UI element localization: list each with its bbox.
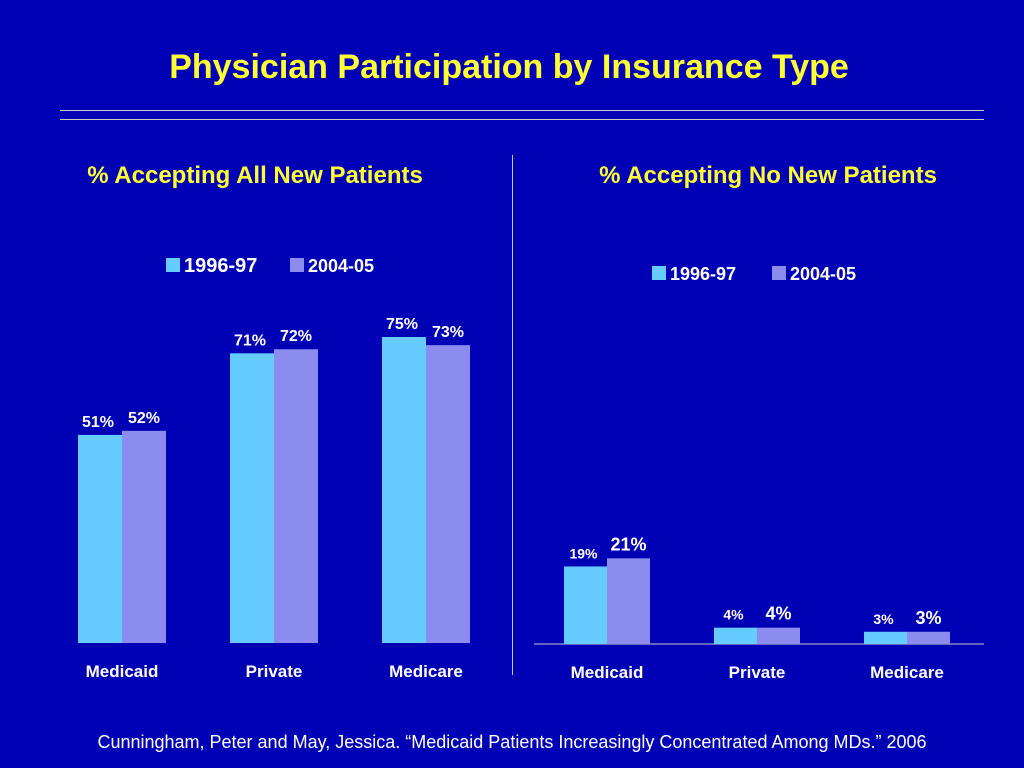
bar-medicaid-1996-97: [564, 566, 607, 644]
bar-private-1996-97: [230, 353, 274, 643]
title-rule-bottom: [60, 119, 984, 120]
category-label: Medicaid: [571, 663, 644, 682]
data-label: 21%: [610, 534, 646, 554]
legend-swatch: [290, 258, 304, 272]
data-label: 52%: [128, 410, 160, 427]
left-chart-title: % Accepting All New Patients: [87, 162, 423, 189]
source-citation: Cunningham, Peter and May, Jessica. “Med…: [97, 732, 927, 752]
bar-medicaid-2004-05: [122, 430, 166, 643]
category-label: Medicare: [870, 663, 944, 682]
legend-swatch: [166, 258, 180, 272]
legend-entry: 2004-05: [790, 264, 856, 284]
chart-panel-0: 51% 52% Medicaid 71% 72% Private 75% 73% Medicar…: [78, 255, 470, 681]
bar-private-2004-05: [274, 349, 318, 643]
bar-medicaid-2004-05: [607, 558, 650, 644]
bar-medicare-1996-97: [864, 631, 907, 644]
legend-swatch: [772, 266, 786, 280]
title-rule-top: [60, 110, 984, 111]
legend-entry: 1996-97: [670, 264, 736, 284]
legend-entry: 1996-97: [184, 255, 257, 277]
data-label: 71%: [234, 332, 266, 349]
bar-medicare-1996-97: [382, 337, 426, 643]
data-label: 51%: [82, 414, 114, 431]
slide-title: Physician Participation by Insurance Typ…: [169, 48, 849, 86]
legend-swatch: [652, 266, 666, 280]
data-label: 4%: [765, 604, 791, 624]
bar-medicare-2004-05: [907, 631, 950, 644]
bar-private-1996-97: [714, 627, 757, 644]
bar-medicare-2004-05: [426, 345, 470, 643]
panel-divider: [512, 155, 513, 675]
data-label: 75%: [386, 316, 418, 333]
category-label: Private: [729, 663, 786, 682]
category-label: Private: [246, 662, 303, 681]
data-label: 3%: [873, 611, 894, 627]
data-label: 19%: [569, 545, 598, 561]
bar-private-2004-05: [757, 627, 800, 644]
data-label: 4%: [723, 607, 744, 623]
legend-entry: 2004-05: [308, 256, 374, 276]
bar-medicaid-1996-97: [78, 434, 122, 643]
data-label: 73%: [432, 324, 464, 341]
data-label: 72%: [280, 328, 312, 345]
right-chart-title: % Accepting No New Patients: [599, 162, 937, 189]
data-label: 3%: [915, 608, 941, 628]
chart-panel-1: 19% 21% Medicaid 4% 4% Private 3% 3% Medicare 199…: [534, 264, 984, 682]
category-label: Medicare: [389, 662, 463, 681]
category-label: Medicaid: [86, 662, 159, 681]
